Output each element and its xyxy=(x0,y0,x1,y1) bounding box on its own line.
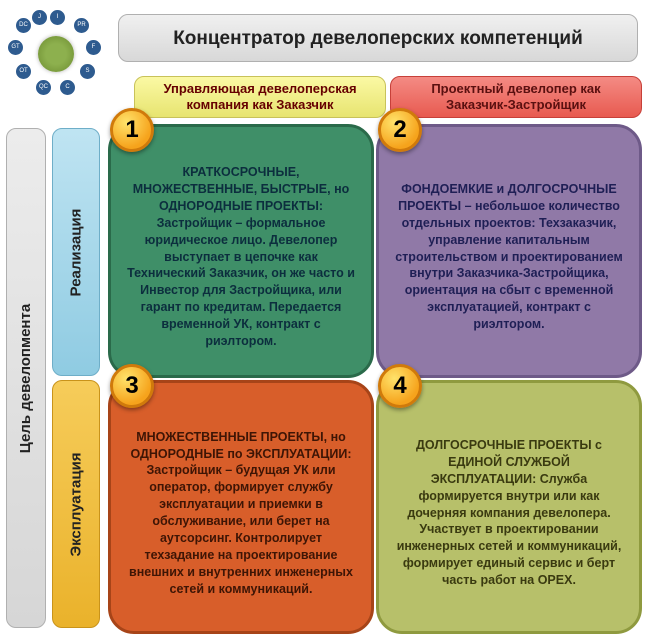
badge-4: 4 xyxy=(378,364,422,408)
column-header-left: Управляющая девелоперская компания как З… xyxy=(134,76,386,118)
main-title: Концентратор девелоперских компетенций xyxy=(118,14,638,62)
row-label-exploitation: Эксплуатация xyxy=(52,380,100,628)
hub-icon: I PR F S C QC OT GT DC J xyxy=(6,6,106,96)
row-label-realization: Реализация xyxy=(52,128,100,376)
quadrant-1: КРАТКОСРОЧНЫЕ, МНОЖЕСТВЕННЫЕ, БЫСТРЫЕ, н… xyxy=(108,124,374,378)
matrix-diagram: I PR F S C QC OT GT DC J Концентратор де… xyxy=(0,0,650,639)
quadrant-2: ФОНДОЕМКИЕ и ДОЛГОСРОЧНЫЕ ПРОЕКТЫ – небо… xyxy=(376,124,642,378)
badge-2: 2 xyxy=(378,108,422,152)
quadrant-4: ДОЛГОСРОЧНЫЕ ПРОЕКТЫ с ЕДИНОЙ СЛУЖБОЙ ЭК… xyxy=(376,380,642,634)
column-header-right: Проектный девелопер как Заказчик-Застрой… xyxy=(390,76,642,118)
quadrant-3: МНОЖЕСТВЕННЫЕ ПРОЕКТЫ, но ОДНОРОДНЫЕ по … xyxy=(108,380,374,634)
badge-1: 1 xyxy=(110,108,154,152)
badge-3: 3 xyxy=(110,364,154,408)
row-label-goal: Цель девелопмента xyxy=(6,128,46,628)
